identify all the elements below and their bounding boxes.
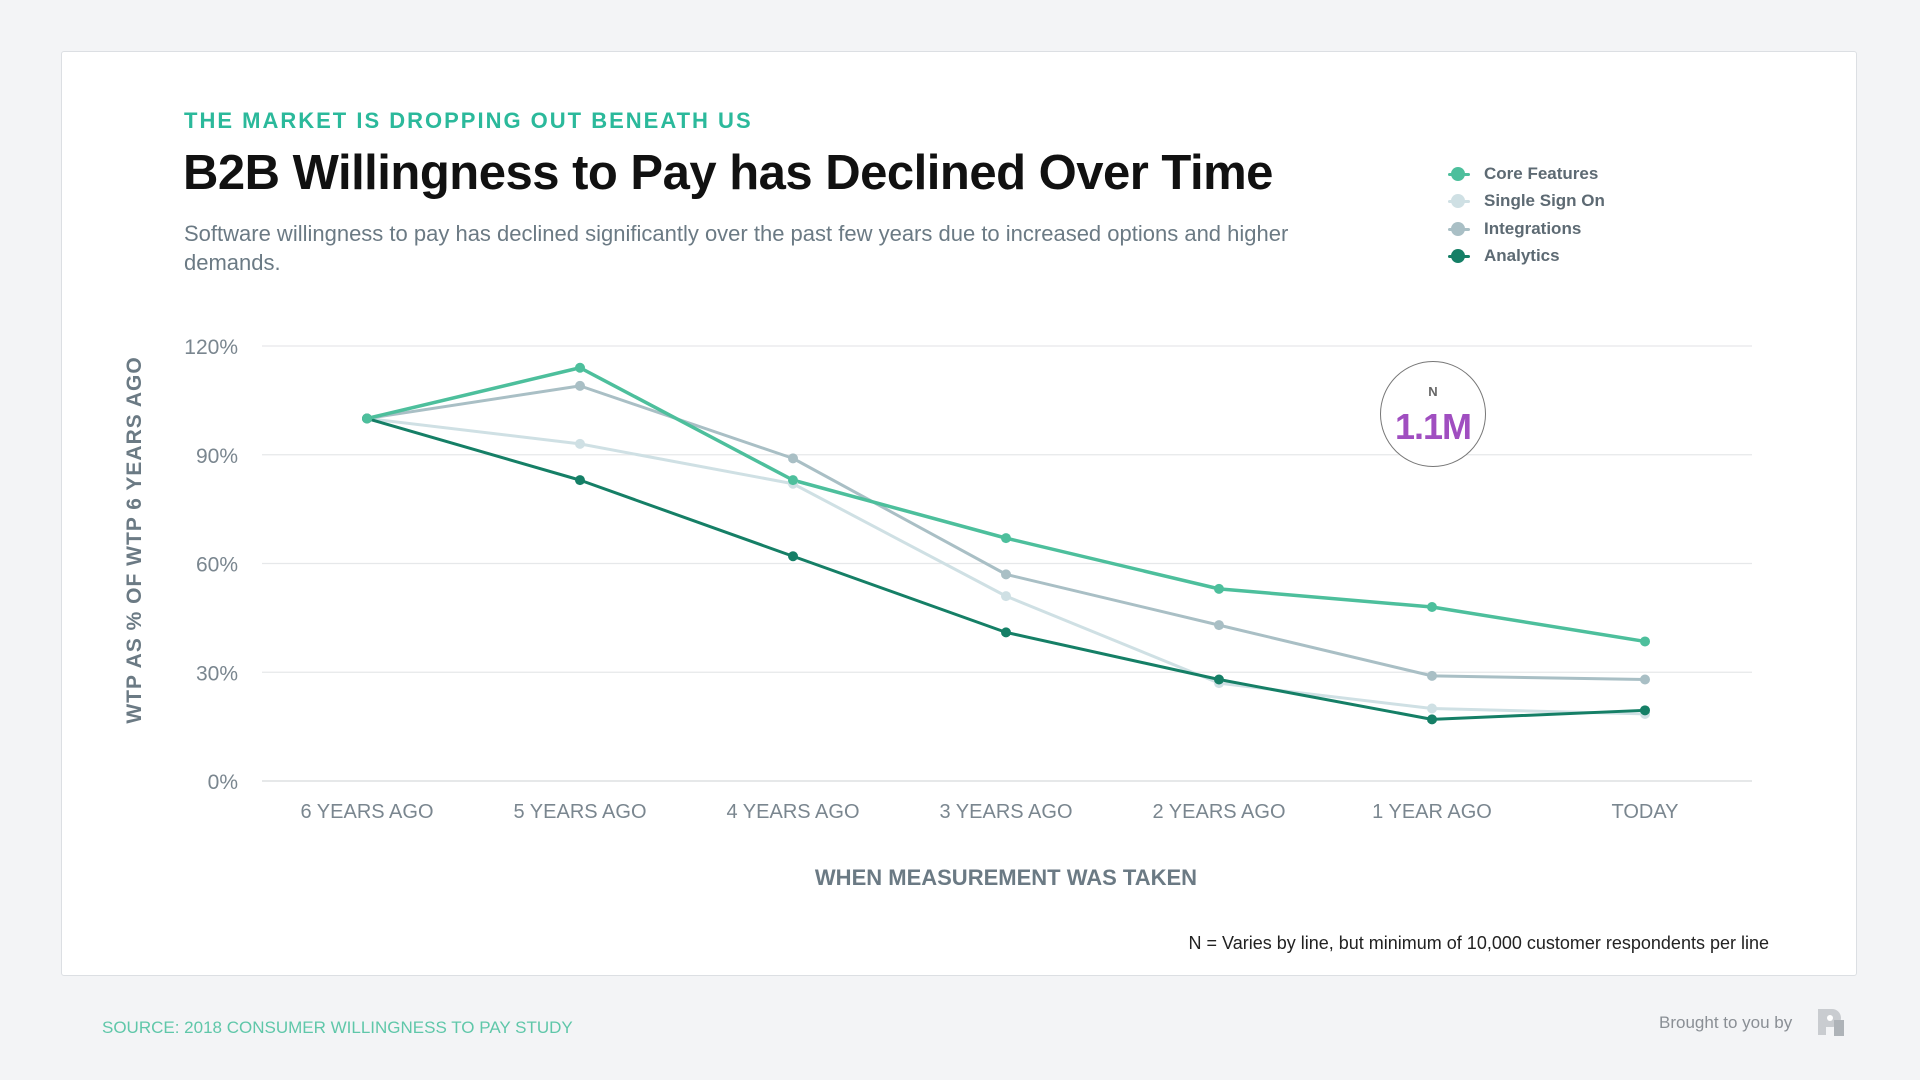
legend-swatch bbox=[1446, 194, 1472, 209]
x-tick-label: 3 YEARS AGO bbox=[939, 801, 1072, 823]
series-line-analytics bbox=[365, 417, 1647, 721]
data-point-integrations bbox=[1001, 569, 1011, 580]
data-point-single-sign-on bbox=[575, 438, 585, 449]
y-axis-label: WTP AS % OF WTP 6 YEARS AGO bbox=[123, 356, 146, 724]
chart-legend: Core Features Single Sign On Integrations A… bbox=[1446, 160, 1605, 270]
data-point-integrations bbox=[1214, 620, 1224, 631]
data-point-analytics bbox=[1214, 674, 1224, 685]
legend-item: Core Features bbox=[1446, 160, 1605, 188]
legend-label: Single Sign On bbox=[1484, 191, 1605, 211]
data-point-analytics bbox=[1427, 714, 1437, 725]
sample-size-badge: N 1.1M bbox=[1380, 361, 1486, 467]
legend-swatch bbox=[1446, 166, 1472, 181]
data-point-core-features bbox=[575, 362, 585, 373]
chart-subtitle: Software willingness to pay has declined… bbox=[184, 221, 1289, 275]
x-tick-label: 4 YEARS AGO bbox=[726, 801, 859, 823]
x-axis-label: WHEN MEASUREMENT WAS TAKEN bbox=[814, 865, 1198, 890]
legend-label: Integrations bbox=[1484, 218, 1582, 238]
data-point-core-features bbox=[362, 413, 372, 424]
sample-size-value: 1.1M bbox=[1394, 406, 1472, 447]
data-point-analytics bbox=[788, 551, 798, 562]
data-point-core-features bbox=[1427, 602, 1437, 612]
y-tick-label: 30% bbox=[196, 662, 238, 685]
data-point-integrations bbox=[1427, 670, 1437, 681]
data-point-core-features bbox=[1640, 636, 1650, 647]
legend-item: Integrations bbox=[1446, 215, 1605, 243]
y-tick-label: 90% bbox=[196, 445, 238, 468]
data-point-single-sign-on bbox=[1001, 591, 1011, 602]
x-tick-label: 1 YEAR AGO bbox=[1372, 801, 1492, 823]
data-point-analytics bbox=[1640, 705, 1650, 716]
legend-item: Analytics bbox=[1446, 243, 1605, 271]
source-note: SOURCE: 2018 CONSUMER WILLINGNESS TO PAY… bbox=[102, 1018, 573, 1037]
x-tick-label: 2 YEARS AGO bbox=[1152, 801, 1285, 823]
legend-swatch bbox=[1446, 221, 1472, 236]
data-point-core-features bbox=[1001, 533, 1011, 544]
brought-to-you-by: Brought to you by bbox=[1659, 1013, 1793, 1032]
data-point-integrations bbox=[1640, 674, 1650, 685]
x-tick-label: TODAY bbox=[1611, 801, 1678, 823]
legend-swatch bbox=[1446, 249, 1472, 264]
y-tick-label: 60% bbox=[196, 554, 238, 577]
data-point-single-sign-on bbox=[1427, 703, 1437, 714]
data-point-analytics bbox=[575, 475, 585, 486]
data-point-integrations bbox=[788, 453, 798, 464]
data-point-core-features bbox=[1214, 583, 1224, 594]
data-point-integrations bbox=[575, 380, 585, 391]
x-tick-label: 5 YEARS AGO bbox=[513, 801, 646, 823]
x-tick-label: 6 YEARS AGO bbox=[300, 801, 433, 823]
y-tick-label: 0% bbox=[208, 771, 238, 794]
legend-item: Single Sign On bbox=[1446, 188, 1605, 216]
chart-kicker: THE MARKET IS DROPPING OUT BENEATH US bbox=[184, 108, 753, 133]
data-point-core-features bbox=[788, 475, 798, 486]
chart-title: B2B Willingness to Pay has Declined Over… bbox=[183, 146, 1273, 200]
data-point-analytics bbox=[1001, 627, 1011, 638]
footnote: N = Varies by line, but minimum of 10,00… bbox=[1188, 933, 1769, 953]
brand-logo-icon[interactable] bbox=[1814, 1006, 1848, 1038]
sample-size-label: N bbox=[1428, 384, 1438, 399]
chart-card bbox=[61, 51, 1857, 976]
legend-label: Core Features bbox=[1484, 163, 1599, 183]
y-tick-label: 120% bbox=[184, 336, 238, 359]
legend-label: Analytics bbox=[1484, 246, 1560, 266]
